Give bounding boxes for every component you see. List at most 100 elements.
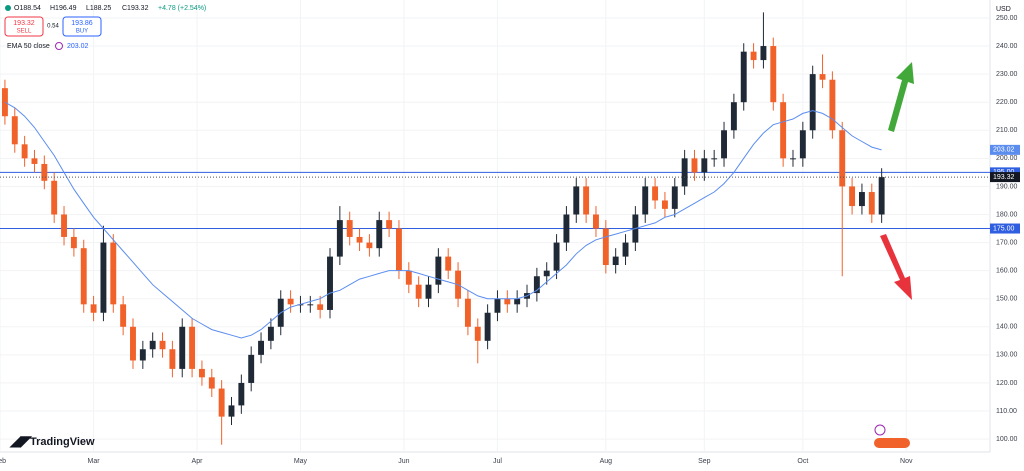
candle-body [51, 180, 58, 215]
candle-body [11, 116, 18, 145]
candle-body [494, 298, 501, 313]
candle-body [721, 130, 727, 159]
candle-body [327, 256, 333, 310]
candle-body [238, 382, 245, 406]
candle-body [287, 298, 294, 305]
candle-body [405, 270, 412, 285]
candle-body [474, 326, 481, 341]
status-dot [5, 5, 11, 11]
candle-body [681, 158, 688, 187]
candle-body [198, 368, 205, 378]
candle-body [780, 102, 787, 159]
candle-body [593, 214, 599, 229]
ema-legend-value: 203.02 [67, 43, 89, 50]
candle-body [671, 186, 678, 209]
candle-body [661, 200, 668, 209]
candle-body [70, 236, 77, 249]
candle-body [612, 256, 619, 266]
y-tick-label: 110.00 [996, 408, 1017, 415]
candle-body [356, 236, 363, 243]
sell-button[interactable] [4, 16, 44, 37]
candle-body [829, 79, 836, 131]
price-tag [990, 172, 1020, 183]
candle-body [297, 304, 304, 306]
candle-body [90, 304, 97, 313]
candle-body [149, 340, 156, 350]
y-tick-label: 130.00 [996, 352, 1018, 359]
x-tick-label: May [294, 458, 308, 465]
candle-body [711, 158, 718, 160]
x-tick-label: Nov [900, 458, 913, 465]
brand-name: TradingView [30, 436, 95, 448]
candle-body [543, 270, 550, 277]
x-tick-label: Jul [493, 458, 502, 465]
y-tick-label: 170.00 [996, 239, 1018, 246]
price-tag-label: 175.00 [993, 225, 1015, 232]
candle-body [267, 326, 274, 341]
candle-body [790, 158, 796, 160]
y-tick-label: 210.00 [996, 127, 1018, 134]
buy-price: 193.86 [71, 20, 93, 27]
candle-body [573, 186, 580, 215]
candle-body [258, 340, 264, 355]
candle-body [376, 220, 383, 249]
flags-icon [874, 438, 910, 448]
y-tick-label: 230.00 [996, 71, 1018, 78]
candle-body [622, 242, 629, 257]
candle-body [159, 340, 166, 350]
ohlc-low: L188.25 [86, 5, 111, 12]
overlay: O188.54 H196.49 L188.25 C193.32 +4.78 (+… [4, 5, 1011, 449]
candle-body [464, 298, 471, 327]
y-tick-label: 150.00 [996, 296, 1018, 303]
candle-body [100, 242, 107, 313]
candle-body [31, 158, 38, 164]
candle-body [336, 220, 343, 257]
price-tag-label: 203.02 [993, 147, 1015, 154]
candle-body [504, 298, 511, 305]
ohlc-close: C193.32 [122, 5, 149, 12]
candle-body [169, 349, 176, 369]
y-tick-label: 240.00 [996, 43, 1018, 50]
candle-body [819, 74, 826, 80]
candle-body [553, 242, 560, 271]
candle-body [760, 46, 767, 61]
candle-body [228, 405, 235, 417]
price-tag [990, 144, 1020, 155]
candle-body [307, 304, 314, 306]
sell-label: SELL [17, 29, 32, 35]
candle-body [770, 46, 777, 103]
x-tick-label: Jun [398, 458, 409, 465]
x-tick-label: Mar [88, 458, 101, 465]
buy-button[interactable] [62, 16, 102, 37]
candle-body [701, 158, 708, 173]
y-tick-label: 200.00 [996, 155, 1018, 162]
candle-body [189, 326, 196, 369]
candle-body [642, 186, 649, 215]
candle-body [809, 74, 816, 131]
x-tick-label: Oct [797, 458, 808, 465]
candle-body [652, 186, 659, 201]
x-tick-label: Sep [698, 458, 711, 465]
y-tick-label: 100.00 [996, 436, 1018, 443]
candle-body [218, 388, 225, 417]
candle-body [80, 248, 87, 305]
candle-body [730, 102, 737, 131]
x-tick-label: Aug [600, 458, 613, 465]
y-tick-label: 250.00 [996, 15, 1018, 22]
y-tick-label: 180.00 [996, 211, 1018, 218]
candle-body [868, 192, 875, 215]
candle-body [435, 256, 442, 285]
candle-body [396, 228, 402, 271]
candle-body [130, 326, 136, 361]
candle-body [849, 186, 856, 207]
candle-body [839, 130, 846, 187]
ema-icon [55, 42, 63, 50]
candle-body [139, 349, 146, 361]
buy-label: BUY [76, 29, 88, 35]
candle-body [750, 51, 757, 61]
candle-body [208, 377, 215, 389]
candle-body [366, 242, 373, 249]
candle-body [799, 130, 806, 159]
